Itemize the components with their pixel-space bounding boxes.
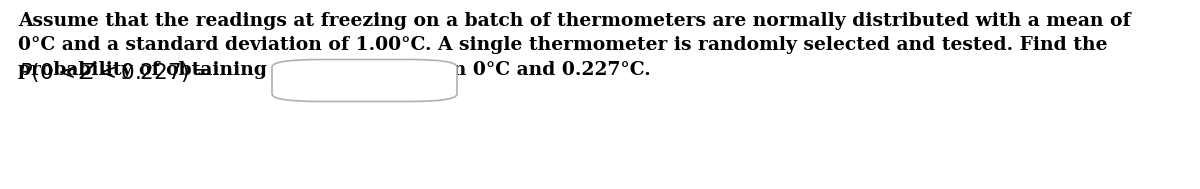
Text: Assume that the readings at freezing on a batch of thermometers are normally dis: Assume that the readings at freezing on … bbox=[18, 12, 1130, 79]
Text: $P(0 < Z < 0.227) =$: $P(0 < Z < 0.227) =$ bbox=[18, 60, 211, 84]
